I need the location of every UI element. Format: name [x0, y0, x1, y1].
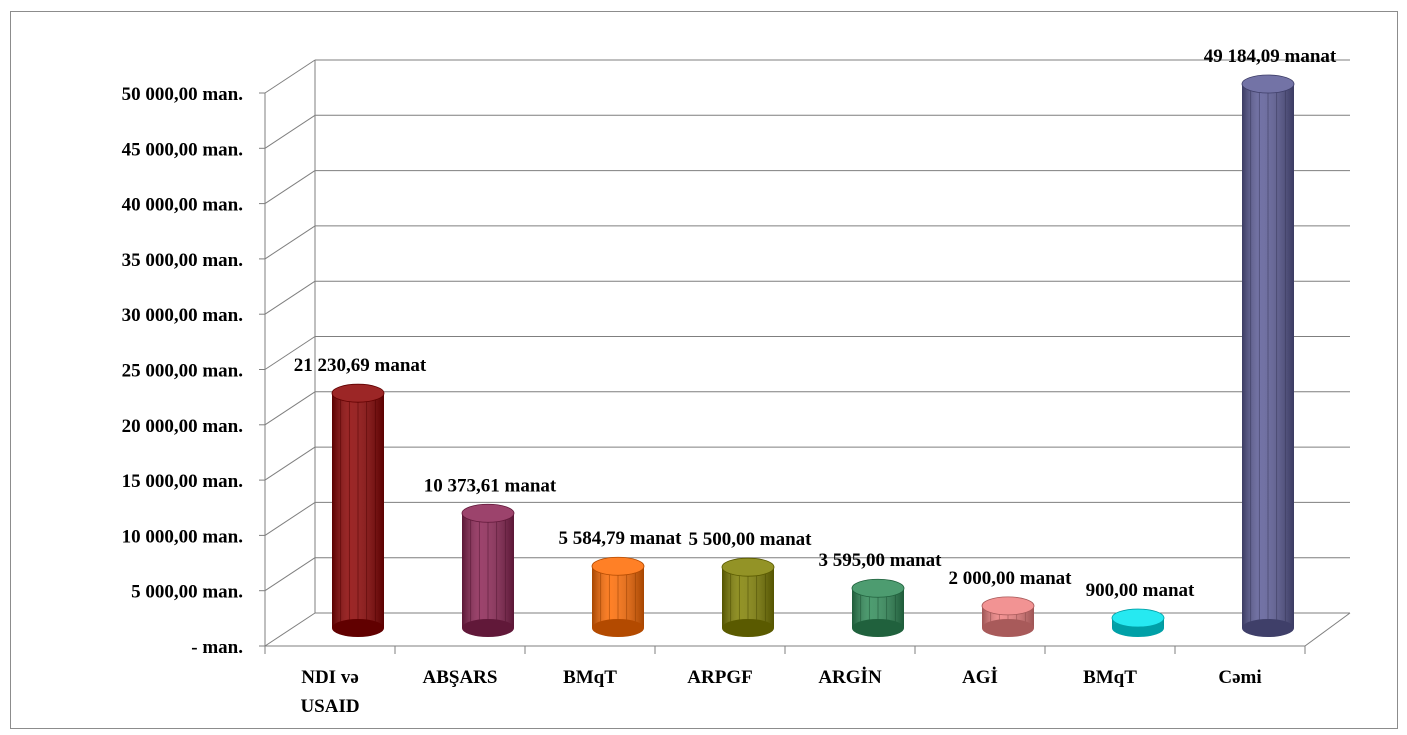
gridline-diagonal — [264, 170, 316, 205]
x-tick-label: AGİ — [962, 667, 998, 688]
gridline-diagonal — [264, 557, 316, 592]
bar-bottom — [592, 619, 644, 637]
bar-top — [1111, 608, 1165, 628]
y-tick-label: 5 000,00 man. — [131, 582, 243, 603]
bar — [591, 556, 645, 637]
bar-top — [981, 596, 1035, 616]
x-tick-label: USAID — [300, 696, 359, 717]
bar-bottom — [982, 619, 1034, 637]
y-tick-label: - man. — [191, 637, 243, 658]
y-tick-label: 40 000,00 man. — [122, 195, 243, 216]
bar-top — [331, 383, 385, 403]
bar-top — [461, 503, 515, 523]
bar-bottom — [462, 619, 514, 637]
data-label: 900,00 manat — [1086, 580, 1195, 601]
bar-top — [591, 556, 645, 576]
data-label: 21 230,69 manat — [294, 355, 427, 376]
y-tick-label: 20 000,00 man. — [122, 416, 243, 437]
x-tick-label: BMqT — [1083, 667, 1137, 688]
y-tick-label: 30 000,00 man. — [122, 305, 243, 326]
y-tick-label: 25 000,00 man. — [122, 361, 243, 382]
data-label: 3 595,00 manat — [819, 550, 943, 571]
gridline-diagonal — [264, 336, 316, 370]
floor-right-edge — [1304, 612, 1351, 647]
bar-bottom — [852, 619, 904, 637]
data-label: 5 584,79 manat — [559, 528, 683, 549]
bar — [1241, 74, 1295, 637]
y-tick-label: 50 000,00 man. — [122, 84, 243, 105]
bar-bottom — [332, 619, 384, 637]
bar — [851, 578, 905, 637]
y-tick-label: 45 000,00 man. — [122, 139, 243, 160]
x-tick-label: ABŞARS — [423, 667, 498, 688]
y-tick-label: 10 000,00 man. — [122, 526, 243, 547]
x-tick-label: Cəmi — [1218, 667, 1261, 688]
y-tick-label: 15 000,00 man. — [122, 471, 243, 492]
bar — [721, 557, 775, 637]
gridline-diagonal — [264, 59, 316, 94]
data-label: 49 184,09 manat — [1204, 46, 1337, 67]
data-label: 10 373,61 manat — [424, 475, 557, 496]
gridline-diagonal — [264, 501, 316, 536]
chart-frame — [10, 11, 1398, 729]
y-tick-label: 35 000,00 man. — [122, 250, 243, 271]
bar-top — [1241, 74, 1295, 94]
bar-bottom — [722, 619, 774, 637]
bar-bottom — [1242, 619, 1294, 637]
bar — [1111, 608, 1165, 637]
bar — [331, 383, 385, 637]
gridline-diagonal — [264, 225, 316, 260]
bar — [461, 503, 515, 637]
data-label: 2 000,00 manat — [949, 568, 1073, 589]
x-tick-label: NDI və — [301, 667, 359, 688]
x-tick-label: BMqT — [563, 667, 617, 688]
gridline-diagonal — [264, 391, 316, 426]
gridline-diagonal — [264, 446, 316, 481]
gridline-diagonal — [264, 114, 316, 149]
x-tick-label: ARGİN — [818, 667, 882, 688]
bar — [981, 596, 1035, 637]
gridline-diagonal — [264, 280, 316, 315]
x-tick-label: ARPGF — [687, 667, 752, 688]
gridline-diagonal — [264, 612, 316, 647]
data-label: 5 500,00 manat — [689, 529, 813, 550]
bar-top — [851, 578, 905, 598]
bar-top — [721, 557, 775, 577]
